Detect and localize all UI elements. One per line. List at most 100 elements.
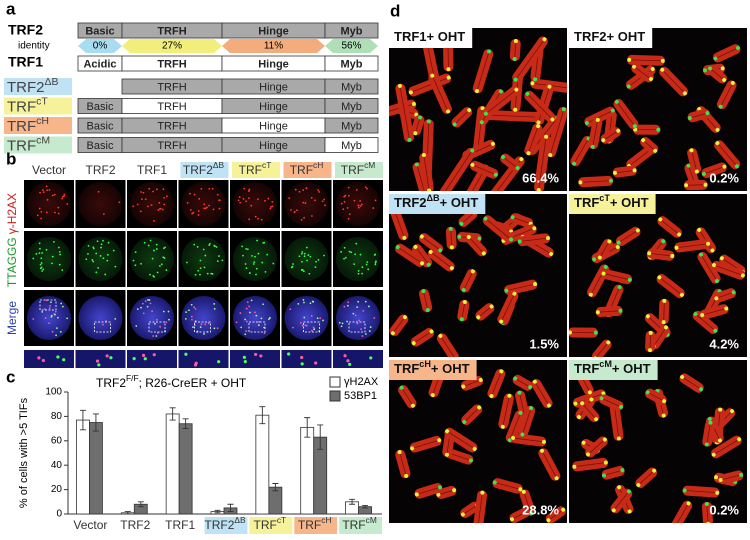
focus (184, 317, 187, 320)
focus (165, 195, 168, 198)
panel-label-suffix: + OHT (607, 29, 646, 44)
domain-box (324, 22, 379, 39)
focus (301, 251, 304, 253)
telomere (697, 227, 702, 232)
telomere (483, 216, 488, 221)
telomere (546, 403, 551, 408)
chromosome (389, 314, 409, 337)
focus (246, 301, 249, 304)
identity-shape (222, 39, 325, 53)
telomere (711, 263, 716, 268)
telomere (652, 468, 657, 473)
telomere (408, 90, 413, 95)
telomere (550, 117, 555, 122)
focus (298, 255, 301, 258)
chromosome (482, 215, 514, 243)
telomere (513, 39, 518, 44)
focus (305, 187, 308, 190)
legend-label: 53BP1 (344, 390, 377, 402)
error-bar (137, 501, 144, 508)
telomere (410, 446, 415, 451)
chromosome (679, 373, 704, 393)
h2ax-label: γ-H2AX (5, 193, 19, 234)
panel-label-bg (569, 28, 653, 48)
telomere (444, 452, 449, 457)
percent-label: 1.5% (529, 336, 559, 351)
chromatid-gap (598, 310, 620, 313)
telomere (467, 108, 472, 113)
telomere (592, 257, 597, 262)
focus (353, 263, 356, 266)
telomere (602, 473, 607, 478)
telomere (492, 480, 497, 485)
focus (46, 189, 49, 192)
focus (167, 310, 170, 313)
chromatid-gap (411, 77, 448, 93)
column-label-base: Vector (32, 163, 66, 177)
telomere (708, 420, 713, 425)
chromatid-gap (685, 490, 717, 494)
telomere (379, 111, 384, 116)
focus (59, 330, 62, 333)
focus (207, 322, 210, 325)
chromosome (631, 63, 654, 83)
focus (369, 356, 373, 360)
chromatid-gap (431, 252, 452, 268)
focus (206, 272, 209, 275)
telomere (677, 232, 682, 237)
construct-label-base: TRF (7, 118, 36, 135)
panel-label-bg (389, 360, 477, 380)
focus (244, 318, 247, 321)
focus (217, 360, 221, 364)
focus (51, 255, 54, 258)
chromosome (445, 226, 457, 250)
chromatid-gap (720, 83, 733, 106)
nucleus (233, 182, 277, 226)
focus (45, 248, 48, 251)
focus (97, 363, 101, 367)
identity-value: 27% (162, 41, 182, 52)
telomere (572, 464, 577, 469)
telomere (507, 393, 512, 398)
focus (245, 200, 248, 203)
focus (136, 308, 139, 311)
chromatid-gap (659, 277, 682, 295)
domain-label: TRFH (157, 25, 186, 37)
focus (263, 326, 265, 329)
focus (216, 193, 219, 196)
error-bar (304, 417, 311, 438)
focus (266, 253, 269, 256)
focus (158, 208, 161, 210)
focus (38, 252, 41, 255)
focus (342, 208, 345, 211)
focus (157, 332, 159, 334)
focus (162, 256, 165, 259)
x-tick-label-base: TRF1 (165, 518, 195, 532)
focus (216, 260, 219, 263)
focus (106, 253, 109, 256)
chart-title: TRF2F/F; R26-CreER + OHT (96, 373, 247, 390)
focus (343, 257, 345, 260)
focus (99, 255, 102, 257)
telomere (616, 128, 621, 133)
telomere (561, 507, 566, 512)
telomere (481, 251, 486, 256)
focus (347, 217, 350, 220)
chromosome (475, 303, 495, 321)
telomere (520, 432, 525, 437)
focus (155, 188, 158, 191)
telomere (480, 490, 485, 495)
focus (66, 317, 69, 320)
telomere (674, 245, 679, 250)
telomere (704, 501, 709, 506)
x-tick-label: TRFcM (342, 515, 377, 532)
focus (256, 239, 259, 242)
focus (57, 246, 60, 249)
chromatid-gap (491, 372, 502, 396)
focus (362, 310, 365, 312)
focus (251, 254, 253, 257)
chromosome (512, 36, 548, 83)
telomere (616, 240, 621, 245)
chromosome (390, 208, 409, 241)
focus (188, 309, 190, 312)
